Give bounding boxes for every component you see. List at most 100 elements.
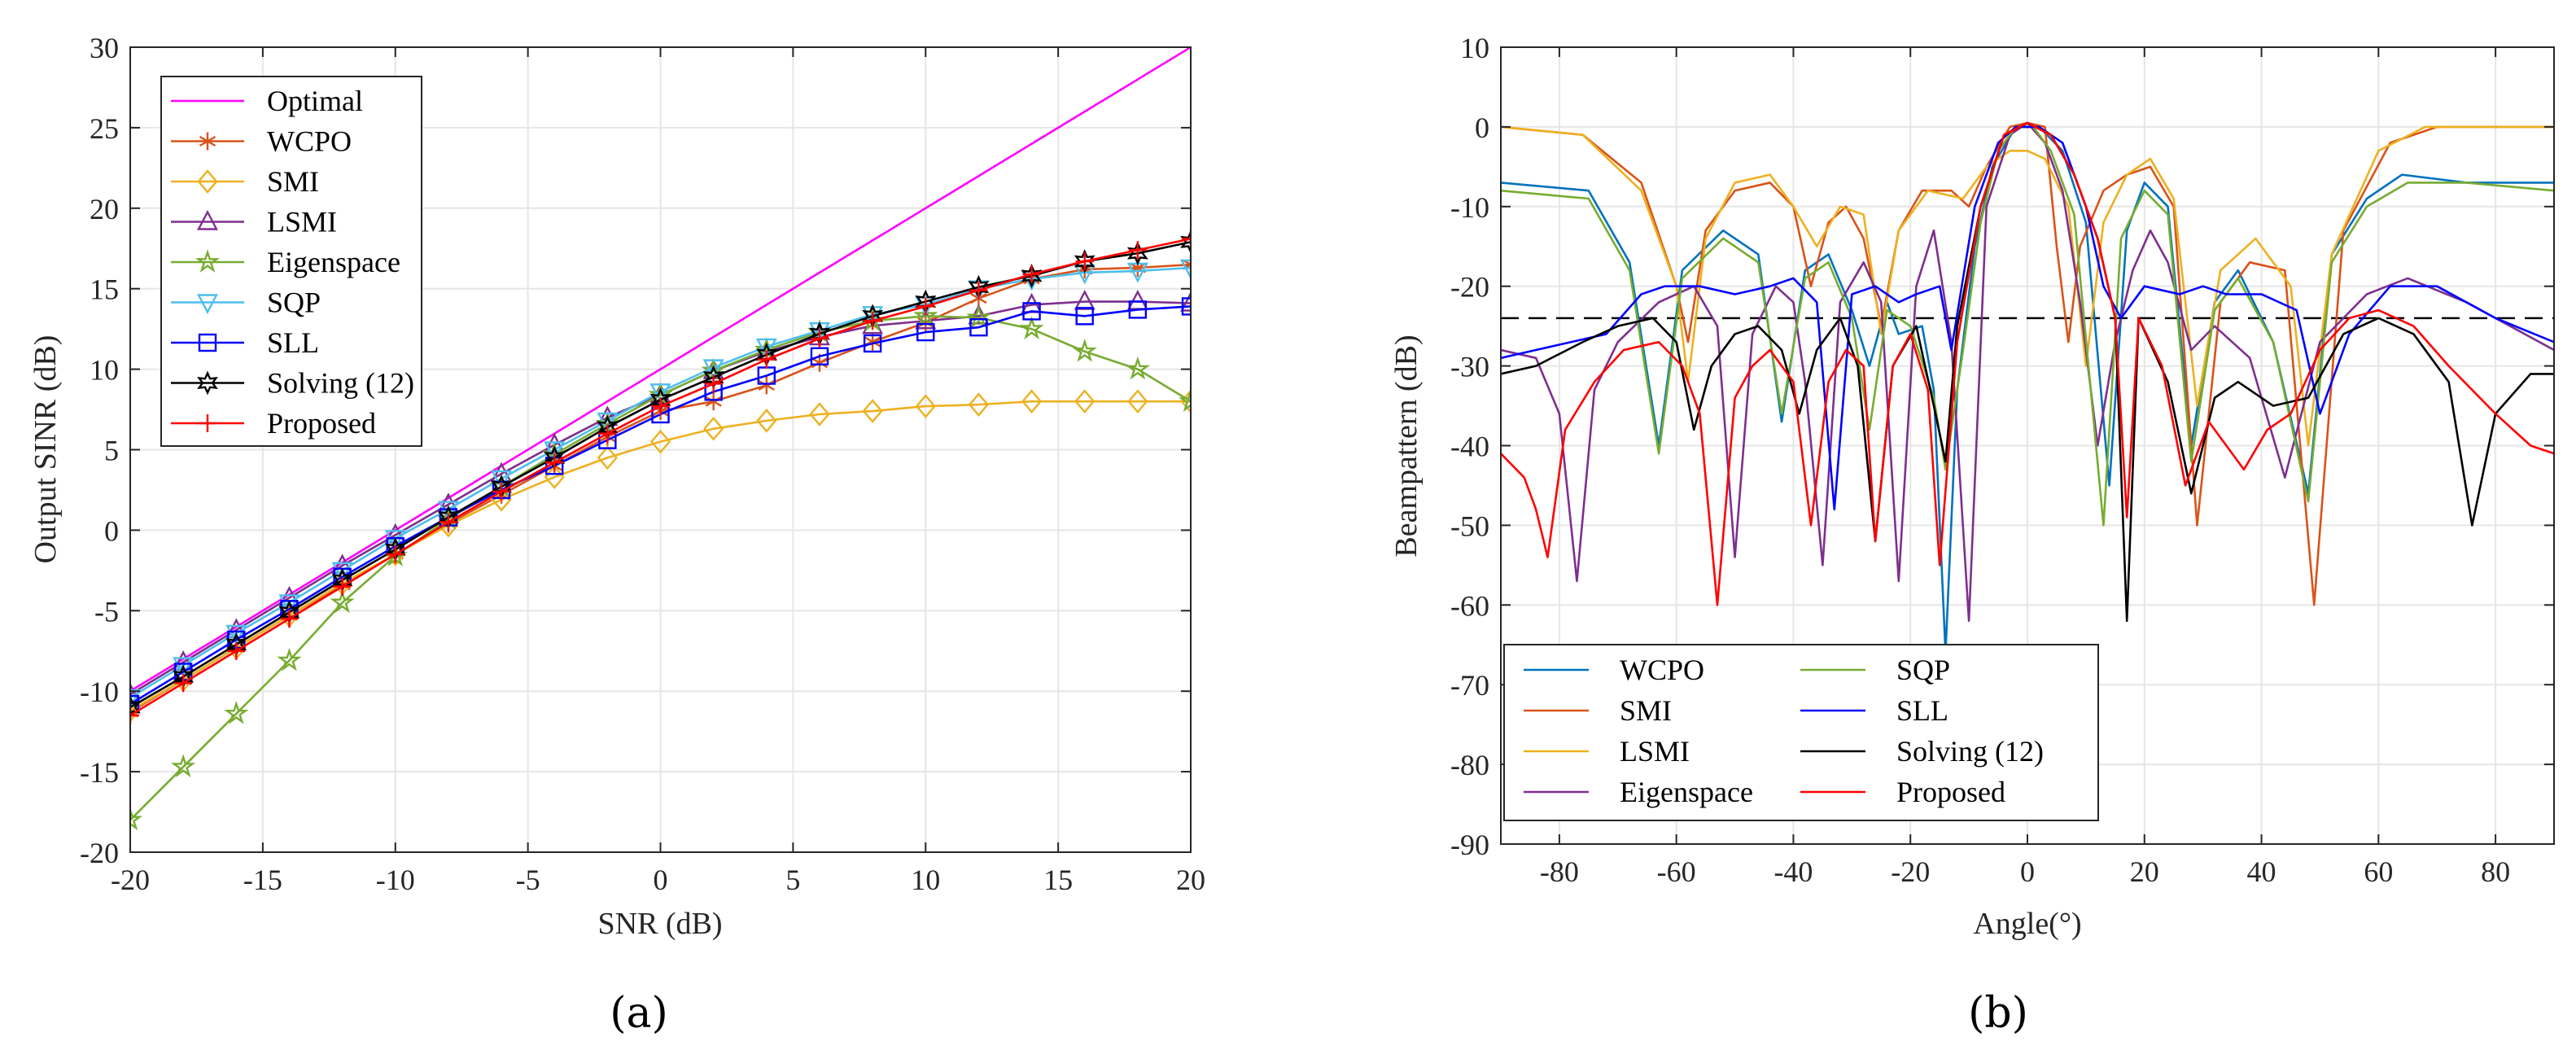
- data-point-solving-12: [130, 695, 141, 720]
- data-point-lsmi: [1126, 289, 1148, 310]
- legend-box: [1503, 644, 2099, 821]
- legend-item-smi: SMI: [1524, 694, 1672, 727]
- y-tick-label: -30: [1450, 351, 1489, 383]
- legend-item-eigenspace: Eigenspace: [1524, 776, 1753, 808]
- data-point-solving-12: [1074, 249, 1096, 274]
- chart-b-legend: WCPO SMI LSMI Eigenspace SQP SLL Solving (12) P…: [1503, 644, 2099, 821]
- y-tick-label: -60: [1450, 589, 1489, 622]
- data-point-wcpo: [758, 376, 775, 395]
- data-point-lsmi: [1074, 289, 1096, 310]
- x-tick-label: 40: [2247, 855, 2276, 888]
- data-point-sll: [916, 322, 935, 342]
- legend-label: LSMI: [267, 206, 337, 238]
- legend-item-eigenspace: Eigenspace: [171, 246, 400, 278]
- legend-marker: [197, 370, 218, 396]
- chart-a-tick-labels: -20 -15 -10 -5 0 5 10 15 20 -20 -15 -10 -5 0 5 10 15 20 25…: [80, 32, 1205, 896]
- chart-a-plot-area: [130, 47, 1191, 831]
- series-optimal: [130, 47, 1191, 693]
- data-point-eigenspace: [701, 357, 726, 382]
- legend-label: Solving (12): [267, 367, 414, 400]
- x-tick-label: -10: [376, 864, 415, 896]
- legend-marker: [198, 333, 217, 352]
- chart-a: -20 -15 -10 -5 0 5 10 15 20 -20 -15 -10 -5 0 5 10 15 20 25…: [28, 32, 1205, 1038]
- data-point-eigenspace: [277, 647, 302, 671]
- legend-marker: [197, 209, 218, 230]
- data-point-sll: [1128, 300, 1148, 319]
- y-tick-label: -20: [1450, 271, 1489, 304]
- x-tick-label: -20: [111, 864, 150, 896]
- x-tick-label: 20: [1176, 864, 1205, 896]
- data-point-proposed: [969, 281, 988, 300]
- x-tick-label: 80: [2481, 855, 2510, 888]
- chart-b-x-axis-label: Angle(°): [1973, 907, 2081, 941]
- data-point-proposed: [704, 374, 723, 393]
- data-point-solving-12: [1021, 263, 1043, 288]
- legend-label: SQP: [1896, 654, 1950, 686]
- x-tick-label: -15: [243, 864, 282, 896]
- data-point-lsmi: [544, 432, 566, 453]
- data-point-smi: [1127, 389, 1148, 414]
- legend-item-smi: SMI: [171, 165, 319, 198]
- data-point-lsmi: [331, 553, 353, 575]
- data-point-proposed: [1022, 265, 1041, 283]
- chart-b-y-axis-label: Beampattern (dB): [1389, 335, 1424, 557]
- legend-marker: [197, 294, 218, 315]
- y-tick-label: -80: [1450, 749, 1489, 781]
- y-tick-label: 0: [104, 514, 119, 547]
- data-point-proposed: [130, 706, 139, 724]
- data-point-proposed: [439, 513, 457, 532]
- data-point-sll: [1181, 297, 1191, 316]
- data-point-proposed: [598, 424, 617, 443]
- data-point-proposed: [1128, 241, 1147, 260]
- data-point-proposed: [280, 610, 299, 628]
- legend-label: Proposed: [267, 407, 376, 440]
- x-tick-label: 0: [2020, 855, 2035, 888]
- data-point-eigenspace: [1019, 316, 1044, 339]
- legend-marker: [199, 414, 216, 432]
- legend-label: Optimal: [267, 85, 363, 117]
- data-point-lsmi: [384, 523, 406, 544]
- data-point-sqp: [278, 594, 300, 615]
- data-point-lsmi: [278, 585, 300, 606]
- data-point-sqp: [491, 470, 513, 491]
- legend-label: SMI: [1620, 694, 1672, 727]
- chart-a-grid: [129, 46, 1192, 853]
- data-point-proposed: [227, 641, 246, 660]
- data-point-smi: [809, 402, 830, 427]
- data-point-smi: [1021, 389, 1043, 414]
- x-tick-label: 15: [1043, 864, 1073, 896]
- series-line-smi: [130, 400, 1191, 712]
- chart-b: -80 -60 -40 -20 0 20 40 60 80 -90 -80 -70 -60 -50 -40 -…: [1389, 32, 2555, 1038]
- data-point-eigenspace: [913, 303, 938, 327]
- y-tick-label: 25: [90, 112, 119, 145]
- series-sll: [1501, 125, 2554, 511]
- x-tick-label: -80: [1540, 855, 1579, 888]
- data-point-sll: [810, 347, 829, 365]
- x-tick-label: -60: [1657, 855, 1696, 888]
- legend-label: Proposed: [1896, 776, 2005, 808]
- data-point-smi: [1074, 389, 1096, 414]
- data-point-sll: [1022, 302, 1041, 321]
- series-smi: [1501, 121, 2554, 606]
- legend-label: Solving (12): [1896, 735, 2044, 768]
- legend-marker: [197, 169, 218, 194]
- data-point-lsmi: [225, 618, 247, 639]
- data-point-lsmi: [130, 682, 141, 703]
- data-point-sqp: [331, 562, 353, 583]
- data-point-eigenspace: [1072, 338, 1097, 362]
- data-point-proposed: [864, 312, 882, 330]
- legend-label: Eigenspace: [267, 246, 400, 278]
- y-tick-label: 10: [1460, 32, 1489, 64]
- y-tick-label: -20: [80, 837, 119, 869]
- data-point-sqp: [702, 359, 724, 380]
- series-line-lsmi: [1501, 125, 2554, 447]
- data-point-proposed: [386, 545, 405, 564]
- data-point-eigenspace: [224, 701, 249, 724]
- y-tick-label: -15: [80, 756, 119, 789]
- data-point-sll: [863, 334, 882, 353]
- legend-item-proposed: Proposed: [171, 407, 376, 440]
- data-point-smi: [968, 392, 989, 417]
- y-tick-label: 0: [1475, 112, 1489, 144]
- series-line-eigenspace: [130, 315, 1191, 821]
